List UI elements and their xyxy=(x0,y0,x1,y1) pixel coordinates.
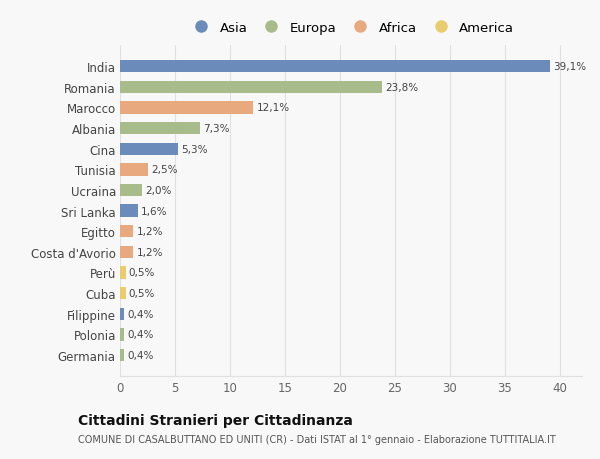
Bar xyxy=(120,225,133,238)
Text: 0,5%: 0,5% xyxy=(129,288,155,298)
Legend: Asia, Europa, Africa, America: Asia, Europa, Africa, America xyxy=(185,19,517,38)
Bar xyxy=(120,61,550,73)
Text: 0,4%: 0,4% xyxy=(128,350,154,360)
Bar xyxy=(120,349,124,361)
Text: 12,1%: 12,1% xyxy=(256,103,290,113)
Bar xyxy=(120,329,124,341)
Text: 0,5%: 0,5% xyxy=(129,268,155,278)
Text: COMUNE DI CASALBUTTANO ED UNITI (CR) - Dati ISTAT al 1° gennaio - Elaborazione T: COMUNE DI CASALBUTTANO ED UNITI (CR) - D… xyxy=(78,434,556,444)
Text: 7,3%: 7,3% xyxy=(203,124,230,134)
Bar xyxy=(120,164,148,176)
Text: 23,8%: 23,8% xyxy=(385,83,418,93)
Bar xyxy=(120,246,133,258)
Text: 39,1%: 39,1% xyxy=(553,62,587,72)
Text: 2,0%: 2,0% xyxy=(145,185,172,196)
Bar xyxy=(120,102,253,114)
Text: 1,6%: 1,6% xyxy=(141,206,167,216)
Text: 2,5%: 2,5% xyxy=(151,165,178,175)
Text: 5,3%: 5,3% xyxy=(182,145,208,154)
Bar xyxy=(120,287,125,300)
Bar xyxy=(120,143,178,156)
Text: 0,4%: 0,4% xyxy=(128,309,154,319)
Text: Cittadini Stranieri per Cittadinanza: Cittadini Stranieri per Cittadinanza xyxy=(78,413,353,427)
Bar xyxy=(120,82,382,94)
Bar xyxy=(120,185,142,197)
Bar xyxy=(120,205,137,217)
Bar xyxy=(120,123,200,135)
Text: 0,4%: 0,4% xyxy=(128,330,154,340)
Bar xyxy=(120,267,125,279)
Text: 1,2%: 1,2% xyxy=(137,247,163,257)
Text: 1,2%: 1,2% xyxy=(137,227,163,237)
Bar xyxy=(120,308,124,320)
